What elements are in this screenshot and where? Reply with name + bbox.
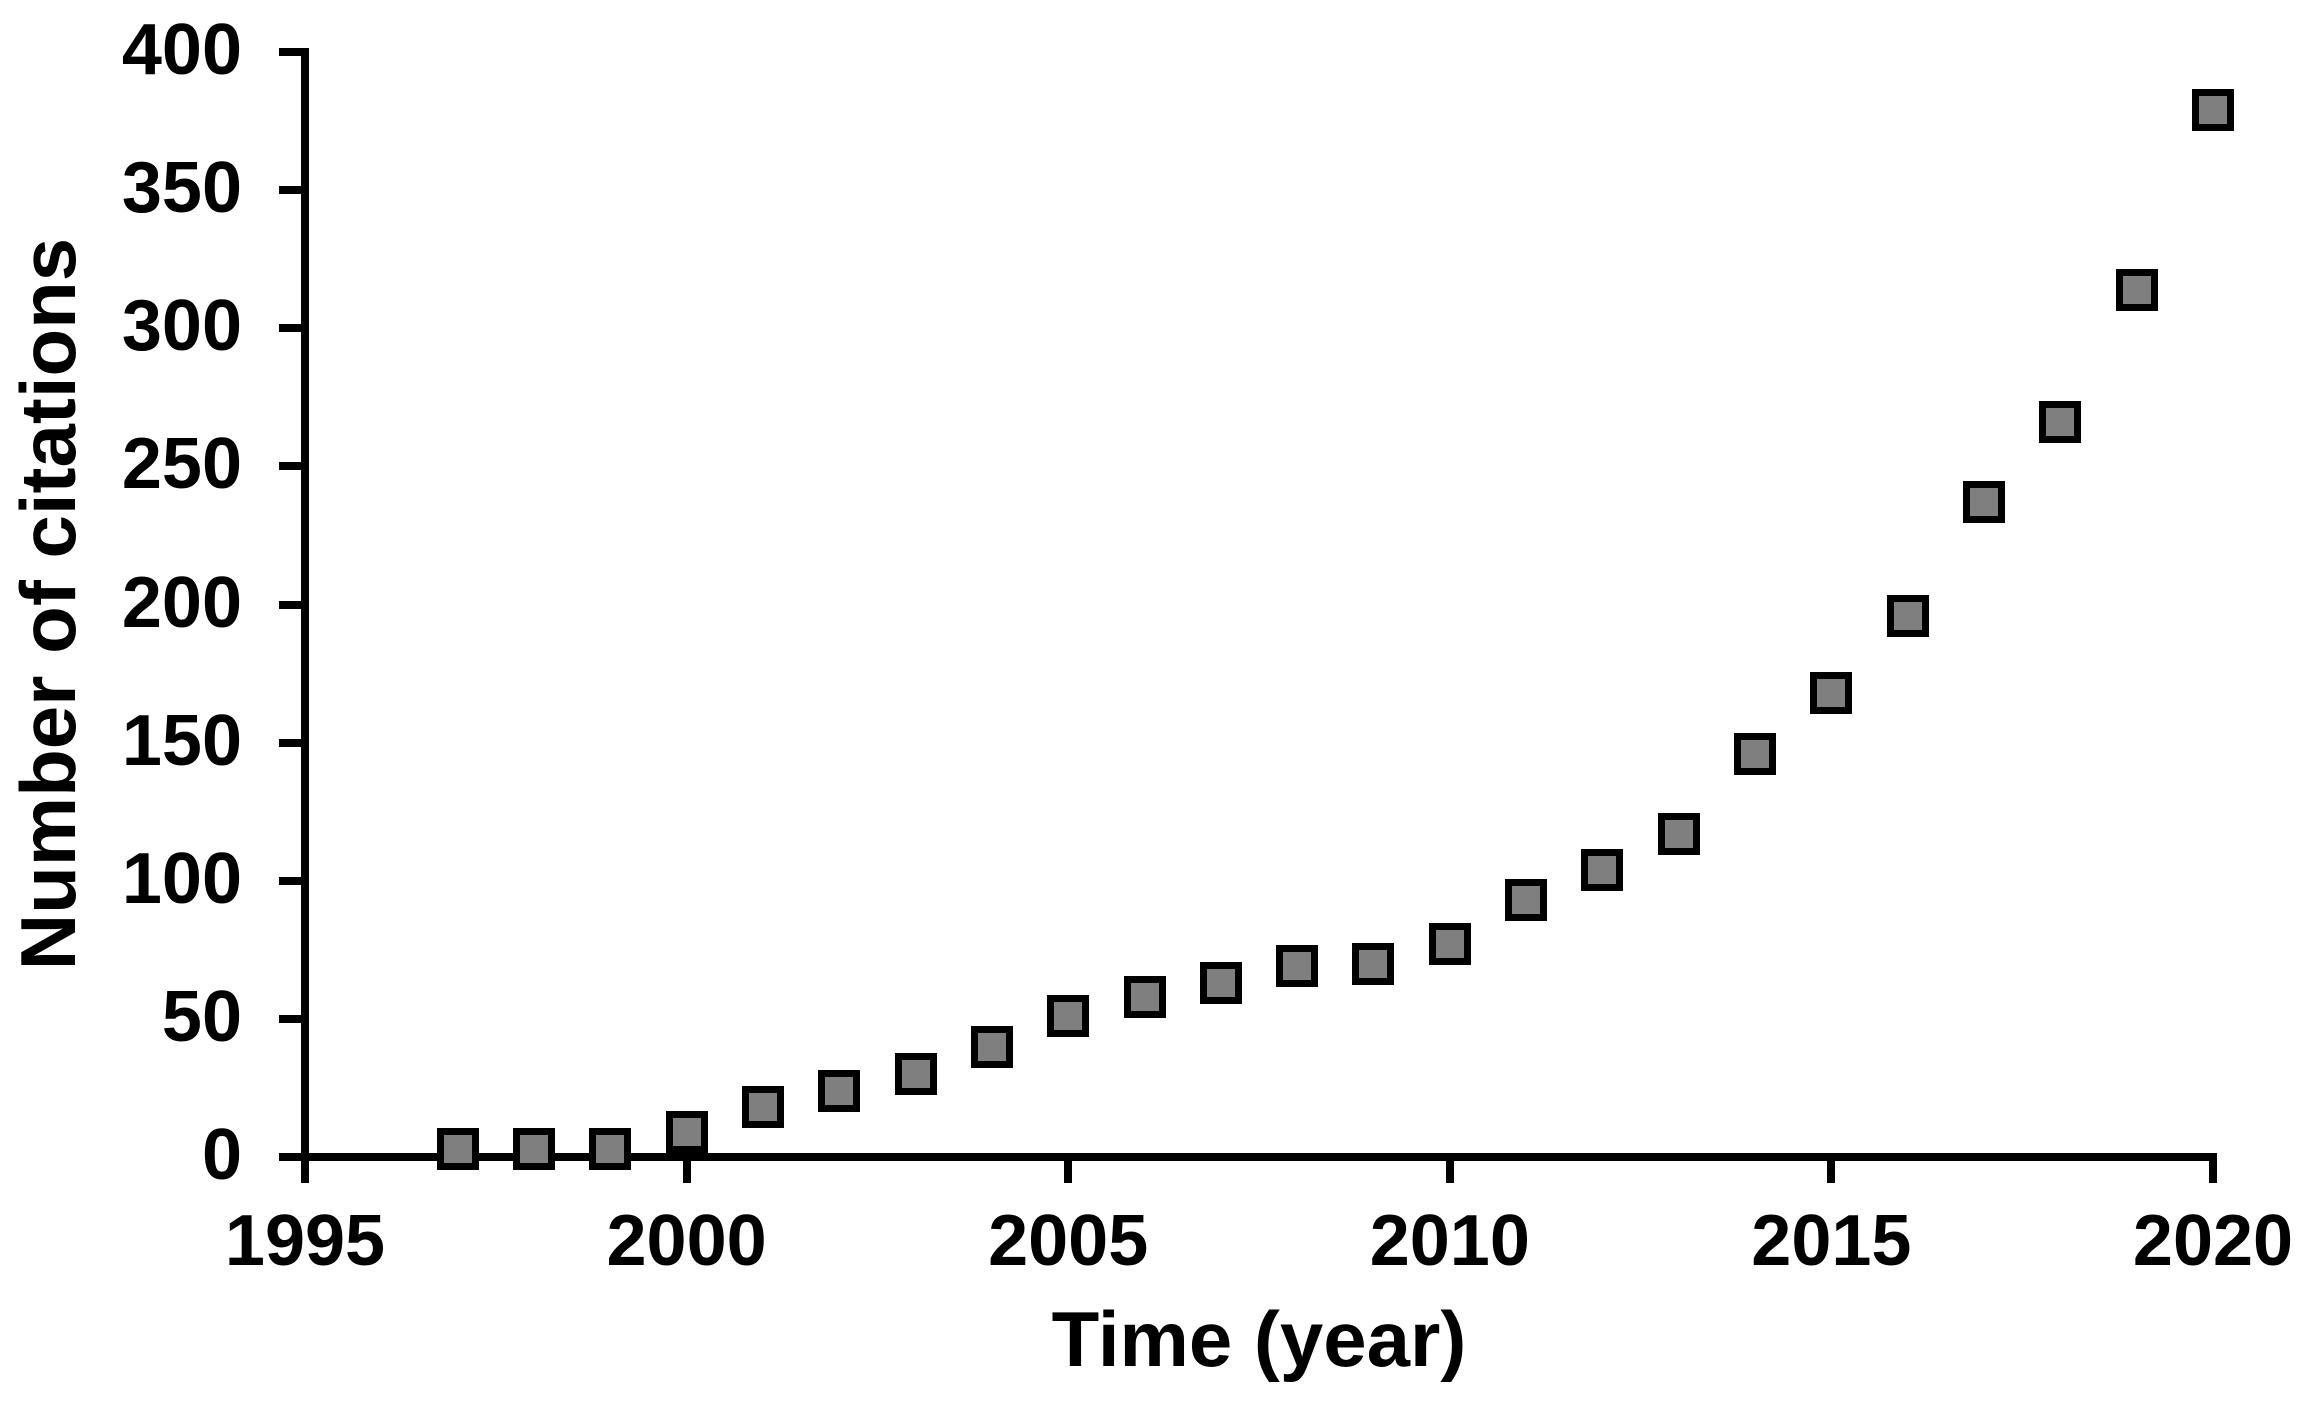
data-point-marker [2039, 401, 2082, 444]
x-tick [1064, 1161, 1073, 1183]
y-tick [279, 324, 301, 333]
data-point-marker [436, 1127, 479, 1170]
x-tick-label: 2010 [1369, 1201, 1530, 1281]
data-point-marker [1428, 923, 1471, 966]
y-tick [279, 1014, 301, 1023]
data-point-marker [1963, 481, 2006, 524]
x-tick-label: 2015 [1751, 1201, 1912, 1281]
y-tick [279, 186, 301, 195]
y-tick-label: 50 [161, 976, 242, 1057]
x-tick [2209, 1161, 2217, 1183]
x-tick [1445, 1161, 1454, 1183]
x-tick [1827, 1161, 1836, 1183]
y-tick-label: 150 [121, 700, 242, 781]
data-point-marker [589, 1127, 632, 1170]
data-point-marker [970, 1025, 1013, 1068]
x-tick [682, 1161, 691, 1183]
data-point-marker [1810, 671, 1853, 714]
x-axis-title: Time (year) [1051, 1295, 1467, 1383]
data-point-marker [1276, 945, 1319, 988]
x-tick-label: 2020 [2132, 1201, 2294, 1281]
y-tick-label: 100 [121, 838, 242, 919]
data-point-marker [1505, 879, 1548, 922]
y-axis-line [301, 48, 309, 1182]
data-point-marker [1123, 975, 1166, 1018]
data-point-marker [665, 1111, 708, 1154]
x-tick-label: 2005 [988, 1201, 1149, 1281]
data-point-marker [512, 1127, 555, 1170]
y-tick-label: 200 [121, 562, 242, 643]
y-tick [279, 738, 301, 747]
data-point-marker [818, 1069, 861, 1112]
y-tick [279, 48, 301, 56]
data-point-marker [2192, 89, 2234, 131]
y-tick-label: 400 [121, 10, 242, 90]
x-tick [301, 1161, 309, 1183]
y-tick-label: 350 [121, 148, 242, 229]
y-tick-label: 0 [201, 1115, 242, 1195]
x-tick-label: 2000 [606, 1201, 767, 1281]
data-point-marker [741, 1086, 784, 1129]
data-point-marker [1581, 848, 1624, 891]
x-axis-line [301, 1153, 2217, 1161]
y-tick [279, 462, 301, 471]
data-point-marker [1352, 942, 1395, 985]
data-point-marker [1734, 732, 1777, 775]
y-tick-label: 250 [121, 424, 242, 505]
y-tick [279, 1153, 301, 1161]
data-point-marker [2115, 268, 2158, 311]
data-point-marker [1657, 812, 1700, 855]
data-point-marker [1886, 594, 1929, 637]
y-tick-label: 300 [121, 286, 242, 367]
data-point-marker [1047, 995, 1090, 1038]
data-point-marker [894, 1053, 937, 1096]
y-tick [279, 876, 301, 885]
y-tick [279, 600, 301, 609]
x-tick-label: 1995 [224, 1201, 386, 1281]
data-point-marker [1199, 961, 1242, 1004]
